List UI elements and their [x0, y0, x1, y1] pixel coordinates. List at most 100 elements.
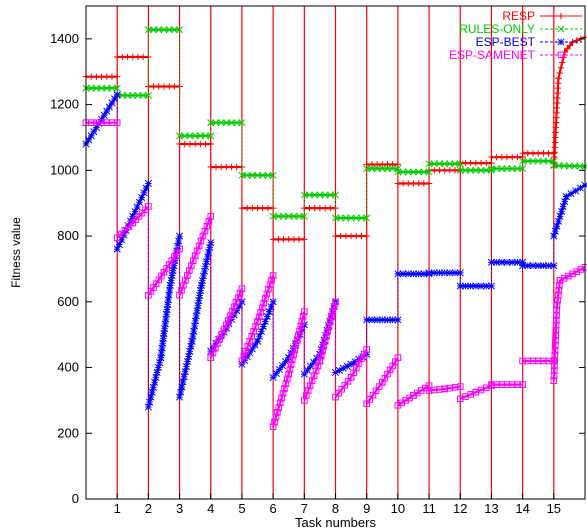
data-point — [296, 330, 304, 338]
data-point — [203, 258, 211, 266]
data-point — [300, 212, 308, 220]
data-point — [178, 286, 185, 294]
data-point — [269, 272, 277, 279]
legend-label: ESP-BEST — [476, 35, 536, 49]
data-point — [331, 191, 340, 199]
data-point — [503, 258, 511, 266]
data-point — [177, 388, 185, 396]
data-point — [467, 166, 475, 174]
data-point — [240, 352, 248, 360]
data-point — [238, 285, 246, 292]
data-point — [551, 357, 558, 364]
data-point — [554, 217, 563, 225]
data-point — [295, 332, 302, 339]
data-point — [161, 320, 169, 328]
data-point — [274, 409, 281, 416]
data-point — [238, 171, 246, 179]
data-point — [138, 194, 146, 202]
data-point — [152, 373, 160, 381]
data-point — [571, 162, 579, 170]
data-point — [435, 160, 444, 168]
data-point — [357, 214, 366, 222]
data-point — [394, 161, 402, 168]
x-tick-label: 8 — [332, 501, 339, 516]
data-point — [142, 184, 150, 192]
data-point — [182, 363, 190, 371]
data-point — [185, 352, 193, 361]
data-point — [170, 26, 178, 34]
data-point — [409, 270, 418, 278]
data-point — [135, 198, 144, 206]
data-point — [565, 272, 572, 280]
data-point — [556, 277, 564, 284]
data-point — [557, 25, 565, 33]
data-point — [550, 372, 558, 379]
data-point — [555, 162, 563, 170]
data-point — [430, 269, 438, 277]
data-point — [425, 160, 433, 168]
data-point — [209, 349, 217, 357]
data-point — [343, 362, 351, 370]
data-point — [404, 168, 412, 176]
data-point — [151, 378, 159, 386]
data-point — [415, 270, 423, 278]
data-point — [482, 166, 490, 174]
data-point — [133, 203, 141, 211]
legend-label: ESP-SAMENET — [449, 48, 536, 62]
series-line — [459, 384, 492, 400]
data-point — [193, 247, 201, 255]
data-point — [383, 165, 392, 173]
data-point — [339, 364, 347, 372]
data-point — [297, 322, 305, 330]
data-point — [446, 269, 454, 277]
data-point — [560, 162, 568, 170]
data-point — [183, 358, 192, 366]
data-point — [176, 132, 184, 140]
x-tick-label: 3 — [176, 501, 183, 516]
data-point — [176, 393, 184, 401]
data-point — [556, 69, 563, 77]
data-point — [207, 347, 215, 355]
data-point — [545, 157, 553, 165]
data-point — [129, 91, 137, 99]
data-point — [559, 59, 566, 66]
data-point — [581, 181, 587, 189]
data-point — [188, 337, 196, 345]
data-point — [430, 160, 438, 168]
data-point — [166, 286, 174, 294]
legend-label: RESP — [502, 9, 535, 23]
data-point — [164, 301, 172, 309]
data-point — [550, 161, 558, 169]
data-point — [197, 281, 205, 289]
data-point — [257, 327, 265, 335]
data-point — [553, 306, 561, 314]
data-point — [170, 262, 178, 270]
data-point — [251, 341, 259, 349]
data-point — [156, 359, 164, 367]
data-point — [441, 269, 449, 277]
data-point — [165, 26, 173, 34]
data-point — [415, 168, 423, 176]
data-point — [161, 325, 169, 333]
y-axis-label: Fitness value — [9, 217, 23, 288]
data-point — [554, 291, 562, 299]
data-point — [166, 281, 174, 289]
data-point — [321, 191, 329, 199]
data-point — [253, 171, 262, 179]
data-point — [456, 282, 464, 290]
data-point — [524, 157, 532, 165]
data-point — [316, 357, 324, 365]
data-point — [303, 366, 311, 374]
y-tick-label: 800 — [57, 228, 79, 243]
data-point — [342, 214, 350, 222]
data-point — [159, 334, 167, 342]
data-point — [186, 267, 193, 274]
data-point — [193, 307, 201, 315]
data-point — [92, 124, 100, 132]
data-point — [242, 347, 250, 355]
data-point — [456, 166, 464, 174]
data-point — [279, 389, 287, 397]
task-boundary-lines — [116, 6, 555, 499]
data-point — [503, 165, 511, 173]
x-tick-label: 9 — [363, 501, 370, 516]
